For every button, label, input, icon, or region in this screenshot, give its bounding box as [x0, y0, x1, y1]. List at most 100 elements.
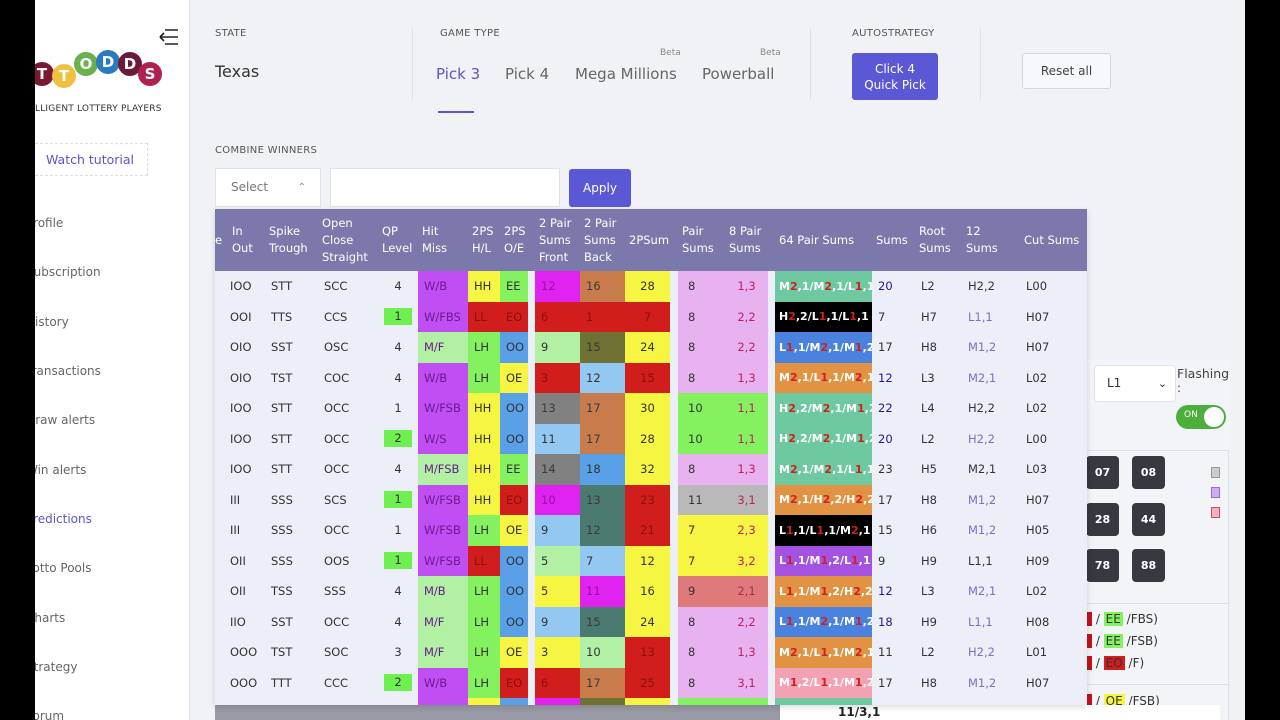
combine-input[interactable] — [330, 168, 560, 207]
column-header[interactable]: Open Close Straight — [318, 209, 378, 271]
number-button[interactable]: 78 — [1086, 549, 1119, 582]
bottom-cell-value: 11/3,1 — [838, 705, 881, 719]
open-close-straight: SSS — [324, 584, 346, 599]
8-pair-sums: 2,3 — [725, 515, 768, 546]
sidebar-item-profile[interactable]: Profile — [26, 216, 64, 230]
sums: 11 — [878, 645, 893, 660]
collapse-menu-icon[interactable] — [159, 28, 179, 46]
quick-pick-button[interactable]: Click 4 Quick Pick — [852, 53, 938, 100]
cut-sums: H05 — [1026, 523, 1050, 538]
column-header[interactable]: QP Level — [378, 209, 418, 271]
column-header[interactable]: 2PS O/E — [500, 209, 528, 271]
2ps-hl: LH — [468, 362, 500, 393]
pair-sums: 9 — [678, 576, 725, 607]
qp-level-value: 1 — [394, 401, 402, 416]
table-row[interactable]: OOO TST SOC 3 M/F LH OE 3 10 13 8 1,3 M2,1/L… — [215, 637, 1087, 668]
tab-mega-millions[interactable]: Mega Millions — [575, 65, 677, 83]
sidebar-item-charts[interactable]: Charts — [26, 611, 66, 625]
2ps-oe: OE — [500, 637, 528, 668]
in-out: IOO — [230, 279, 252, 294]
8-pair-sums: 1,3 — [725, 637, 768, 668]
sidebar-item-lotto-pools[interactable]: Lotto Pools — [26, 561, 92, 575]
number-button[interactable]: 88 — [1132, 549, 1165, 582]
sidebar-item-forum[interactable]: Forum — [26, 709, 65, 720]
reset-all-button[interactable]: Reset all — [1022, 53, 1111, 89]
table-row[interactable]: OII TSS SSS 4 M/B LH OO 5 11 16 9 2,1 L1,1/M… — [215, 576, 1087, 607]
copy-icon-pink[interactable] — [1211, 507, 1220, 518]
number-button[interactable]: 44 — [1132, 503, 1165, 536]
table-row[interactable]: OII SSS OOS 1 W/FSB LL OO 5 7 12 7 3,2 L1,1/… — [215, 545, 1087, 576]
table-row[interactable]: IOO STT OCC 1 W/FSB HH OO 13 17 30 10 1,1 H2… — [215, 393, 1087, 424]
column-header[interactable] — [670, 209, 678, 271]
qp-level: 4 — [378, 332, 418, 363]
sidebar-item-strategy[interactable]: Strategy — [26, 660, 78, 674]
sidebar-item-subscription[interactable]: Subscription — [26, 265, 101, 279]
tab-pick-3[interactable]: Pick 3 — [436, 65, 481, 83]
state-value[interactable]: Texas — [215, 62, 260, 81]
12-sums: L1,1 — [968, 309, 993, 324]
table-row[interactable]: III SSS OCC 1 W/FSB LH OE 9 12 21 7 2,3 L1,1… — [215, 515, 1087, 546]
cut-sums: L03 — [1026, 462, 1048, 477]
table-row[interactable]: OOO TTT CCC 2 W/B LH EO 6 17 25 8 3,1 M1,2/L… — [215, 667, 1087, 698]
hit-miss: W/B — [418, 271, 468, 302]
pair-sums-back: 15 — [580, 606, 625, 637]
column-header[interactable] — [768, 209, 775, 271]
tab-pick-4[interactable]: Pick 4 — [505, 65, 550, 83]
number-button[interactable]: 28 — [1086, 503, 1119, 536]
spike-trough: STT — [271, 431, 293, 446]
copy-icon-purple[interactable] — [1211, 487, 1220, 498]
apply-button[interactable]: Apply — [569, 169, 631, 207]
qp-level-value: 4 — [394, 279, 402, 294]
column-header[interactable]: Hit Miss — [418, 209, 468, 271]
table-row[interactable]: IOO STT OCC 2 W/S HH OO 11 17 28 10 1,1 H2,2… — [215, 423, 1087, 454]
sums: 9 — [878, 553, 886, 568]
column-header[interactable] — [528, 209, 535, 271]
column-header[interactable]: 2 Pair Sums Back — [580, 209, 625, 271]
column-header[interactable]: 64 Pair Sums — [775, 209, 872, 271]
watch-tutorial-button[interactable]: Watch tutorial — [30, 143, 148, 176]
column-header[interactable]: 2PSum — [625, 209, 670, 271]
number-button[interactable]: 08 — [1132, 456, 1165, 489]
combine-select[interactable]: Select ⌃ — [215, 168, 321, 207]
table-row[interactable]: IOO STT SCC 4 W/B HH EE 12 16 28 8 1,3 M2,1/… — [215, 271, 1087, 302]
column-header[interactable]: Cut Sums — [1020, 209, 1087, 271]
table-row[interactable]: OIO TST COC 4 W/B LH OE 3 12 15 8 1,3 M2,1/L… — [215, 362, 1087, 393]
table-row[interactable]: OIO SST OSC 4 M/F LH OO 9 15 24 8 2,2 L1,1/M… — [215, 332, 1087, 363]
sidebar-item-draw-alerts[interactable]: Draw alerts — [26, 413, 96, 427]
table-row[interactable]: III SSS SCS 1 W/FSB HH EO 10 13 23 11 3,1 M2… — [215, 484, 1087, 515]
pair-sums-front: 6 — [535, 667, 580, 698]
copy-icon-gray[interactable] — [1211, 467, 1220, 478]
column-header[interactable]: e — [215, 209, 228, 271]
column-header[interactable]: 12 Sums — [962, 209, 1020, 271]
pair-sums-front: 5 — [535, 545, 580, 576]
table-row[interactable]: IIO SST OCC 4 M/F LH OO 9 15 24 8 2,2 L1,1/M… — [215, 606, 1087, 637]
cut-sums: H07 — [1026, 340, 1050, 355]
tab-powerball[interactable]: Powerball — [702, 65, 775, 83]
table-row[interactable]: IIO SST OCC 4 W/FHHOO 111526 10 1,1 H2,2… — [215, 698, 1087, 705]
column-header[interactable]: Spike Trough — [265, 209, 318, 271]
column-header[interactable]: Sums — [872, 209, 915, 271]
column-header[interactable]: 2 Pair Sums Front — [535, 209, 580, 271]
column-header[interactable]: 2PS H/L — [468, 209, 500, 271]
number-button[interactable]: 07 — [1086, 456, 1119, 489]
divider — [412, 28, 413, 100]
scrollbar-track[interactable] — [215, 705, 780, 720]
sidebar-item-predictions[interactable]: Predictions — [26, 512, 92, 526]
level-select[interactable]: L1 ⌄ — [1094, 365, 1176, 402]
spike-trough: TST — [271, 370, 293, 385]
2psum: 32 — [625, 454, 670, 485]
sums: 17 — [878, 492, 893, 507]
in-out: III — [230, 523, 241, 538]
table-row[interactable]: IOO STT OCC 4 M/FSB HH EE 14 18 32 8 1,3 M2,… — [215, 454, 1087, 485]
pattern-suffix: /FSB) — [1128, 694, 1160, 708]
column-header[interactable]: Root Sums — [915, 209, 962, 271]
column-header[interactable]: Pair Sums — [678, 209, 725, 271]
flashing-toggle[interactable]: ON — [1176, 405, 1226, 429]
sidebar-item-win-alerts[interactable]: Win alerts — [26, 463, 87, 477]
column-header[interactable]: In Out — [228, 209, 265, 271]
sidebar-item-transactions[interactable]: Transactions — [26, 364, 101, 378]
column-header[interactable]: 8 Pair Sums — [725, 209, 768, 271]
sidebar-item-history[interactable]: History — [26, 315, 69, 329]
qp-level-value: 4 — [394, 370, 402, 385]
